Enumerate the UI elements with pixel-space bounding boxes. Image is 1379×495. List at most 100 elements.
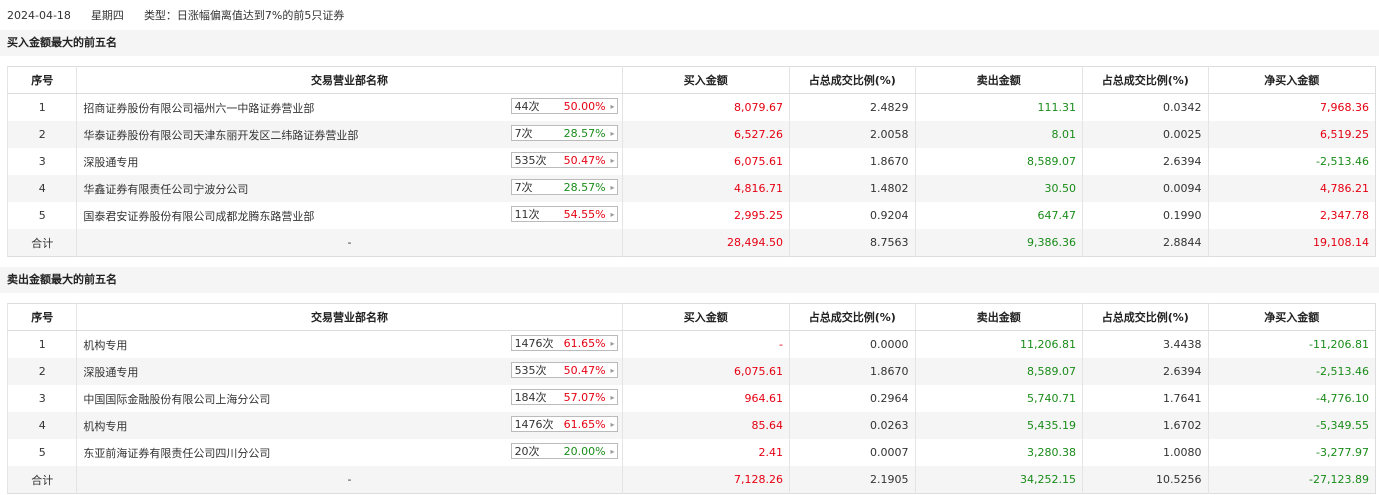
buy-ratio: 0.0007 [788,439,916,466]
broker-name[interactable]: 中国国际金融股份有限公司上海分公司 [83,392,271,406]
broker-stats-tag[interactable]: 1476次 61.65% ▸ [510,335,618,351]
total-row: 合计 - 28,494.50 8.7563 9,386.36 2.8844 19,108.1… [6,229,1376,257]
caret-right-icon[interactable]: ▸ [610,101,615,111]
column-header: 买入金额 [621,303,790,331]
caret-right-icon[interactable]: ▸ [610,419,615,429]
buy-ratio: 2.1905 [788,466,916,494]
caret-right-icon[interactable]: ▸ [610,128,615,138]
buy-ratio: 2.4829 [788,93,916,121]
row-index: 2 [6,121,77,148]
buy-amount: 7,128.26 [621,466,790,494]
broker-name[interactable]: 华鑫证券有限责任公司宁波分公司 [83,182,249,196]
broker-stats-tag[interactable]: 44次 50.00% ▸ [510,98,618,114]
broker-name-cell[interactable]: 机构专用 1476次 61.65% ▸ [76,330,623,358]
broker-stats-tag[interactable]: 535次 50.47% ▸ [510,362,618,378]
broker-name[interactable]: 招商证券股份有限公司福州六一中路证券营业部 [83,101,315,115]
broker-name[interactable]: 华泰证券股份有限公司天津东丽开发区二纬路证券营业部 [83,128,359,142]
net-buy-amount: 7,968.36 [1207,93,1376,121]
listing-count: 1476次 [514,337,554,350]
column-header: 占总成交比例(%) [1081,66,1209,94]
column-header: 占总成交比例(%) [788,303,916,331]
table-row: 1 招商证券股份有限公司福州六一中路证券营业部 44次 50.00% ▸ 8,079.67… [6,93,1376,121]
broker-name[interactable]: 东亚前海证券有限责任公司四川分公司 [83,446,271,460]
broker-name[interactable]: 机构专用 [83,338,128,352]
table-row: 4 华鑫证券有限责任公司宁波分公司 7次 28.57% ▸ 4,816.71 1.4802 3… [6,175,1376,202]
listing-type: 类型：日涨幅偏离值达到7%的前5只证券 [143,9,345,22]
win-rate: 57.07% [563,390,606,404]
buy-top5-table: 序号 交易营业部名称 买入金额 占总成交比例(%) 卖出金额 占总成交比例(%) 净买入金额… [6,66,1376,257]
buy-amount: 964.61 [621,385,790,412]
win-rate: 50.00% [563,99,606,113]
buy-ratio: 8.7563 [788,229,916,257]
broker-name[interactable]: 深股通专用 [83,365,139,379]
broker-name-cell[interactable]: 中国国际金融股份有限公司上海分公司 184次 57.07% ▸ [76,385,623,412]
net-buy-amount: -27,123.89 [1207,466,1376,494]
total-row: 合计 - 7,128.26 2.1905 34,252.15 10.5256 -27,123… [6,466,1376,494]
broker-stats-tag[interactable]: 7次 28.57% ▸ [510,125,618,141]
buy-amount: 2,995.25 [621,202,790,229]
broker-name-cell[interactable]: 机构专用 1476次 61.65% ▸ [76,412,623,439]
broker-name-cell[interactable]: 东亚前海证券有限责任公司四川分公司 20次 20.00% ▸ [76,439,623,466]
broker-name-cell[interactable]: 深股通专用 535次 50.47% ▸ [76,148,623,175]
broker-name[interactable]: 国泰君安证券股份有限公司成都龙腾东路营业部 [83,209,315,223]
broker-stats-tag[interactable]: 7次 28.57% ▸ [510,179,618,195]
sell-ratio: 3.4438 [1081,330,1209,358]
row-index: 合计 [6,466,77,494]
broker-name-cell[interactable]: 国泰君安证券股份有限公司成都龙腾东路营业部 11次 54.55% ▸ [76,202,623,229]
broker-stats-tag[interactable]: 11次 54.55% ▸ [510,206,618,222]
header-row: 序号 交易营业部名称 买入金额 占总成交比例(%) 卖出金额 占总成交比例(%) 净买入金额 [6,303,1376,331]
buy-ratio: 1.4802 [788,175,916,202]
caret-right-icon[interactable]: ▸ [610,155,615,165]
row-index: 1 [6,93,77,121]
buy-amount: 85.64 [621,412,790,439]
column-header: 卖出金额 [914,66,1083,94]
win-rate: 50.47% [563,363,606,377]
buy-amount: - [621,330,790,358]
broker-stats-tag[interactable]: 20次 20.00% ▸ [510,443,618,459]
broker-name-cell[interactable]: 华鑫证券有限责任公司宁波分公司 7次 28.57% ▸ [76,175,623,202]
table-row: 5 东亚前海证券有限责任公司四川分公司 20次 20.00% ▸ 2.41 0.0007 3,… [6,439,1376,466]
caret-right-icon[interactable]: ▸ [610,338,615,348]
net-buy-amount: -11,206.81 [1207,330,1376,358]
broker-name-cell: - [76,466,623,494]
net-buy-amount: 2,347.78 [1207,202,1376,229]
broker-name-cell[interactable]: 招商证券股份有限公司福州六一中路证券营业部 44次 50.00% ▸ [76,93,623,121]
sell-amount: 647.47 [914,202,1083,229]
buy-ratio: 2.0058 [788,121,916,148]
broker-stats-tag[interactable]: 535次 50.47% ▸ [510,152,618,168]
caret-right-icon[interactable]: ▸ [610,365,615,375]
broker-name[interactable]: 机构专用 [83,419,128,433]
sell-amount: 111.31 [914,93,1083,121]
sell-ratio: 1.0080 [1081,439,1209,466]
broker-stats-tag[interactable]: 1476次 61.65% ▸ [510,416,618,432]
sell-amount: 9,386.36 [914,229,1083,257]
sell-ratio: 0.0342 [1081,93,1209,121]
table-row: 2 深股通专用 535次 50.47% ▸ 6,075.61 1.8670 8,589.07 2… [6,358,1376,385]
sell-ratio: 10.5256 [1081,466,1209,494]
broker-name-cell[interactable]: 华泰证券股份有限公司天津东丽开发区二纬路证券营业部 7次 28.57% ▸ [76,121,623,148]
caret-right-icon[interactable]: ▸ [610,182,615,192]
broker-stats-tag[interactable]: 184次 57.07% ▸ [510,389,618,405]
sell-amount: 11,206.81 [914,330,1083,358]
caret-right-icon[interactable]: ▸ [610,446,615,456]
win-rate: 28.57% [563,126,606,140]
net-buy-amount: -5,349.55 [1207,412,1376,439]
buy-amount: 6,527.26 [621,121,790,148]
net-buy-amount: -3,277.97 [1207,439,1376,466]
caret-right-icon[interactable]: ▸ [610,392,615,402]
win-rate: 50.47% [563,153,606,167]
broker-name-cell[interactable]: 深股通专用 535次 50.47% ▸ [76,358,623,385]
weekday: 星期四 [90,9,124,22]
net-buy-amount: -2,513.46 [1207,358,1376,385]
buy-ratio: 0.2964 [788,385,916,412]
caret-right-icon[interactable]: ▸ [610,209,615,219]
broker-name[interactable]: 深股通专用 [83,155,139,169]
column-header: 净买入金额 [1207,303,1376,331]
net-buy-amount: 6,519.25 [1207,121,1376,148]
column-header: 交易营业部名称 [76,66,623,94]
column-header: 净买入金额 [1207,66,1376,94]
listing-count: 535次 [514,364,547,377]
row-index: 3 [6,385,77,412]
net-buy-amount: -4,776.10 [1207,385,1376,412]
table-row: 3 中国国际金融股份有限公司上海分公司 184次 57.07% ▸ 964.61 0.296… [6,385,1376,412]
